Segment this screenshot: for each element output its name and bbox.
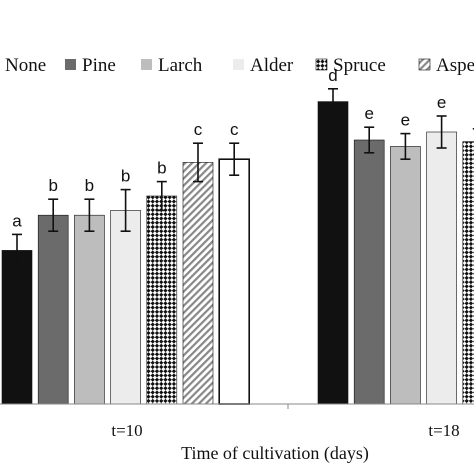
bar-pine-t=10 [37,214,69,405]
bar-alder-t=18 [426,131,457,405]
error-bar [12,233,22,268]
bar-larch-t=18 [390,146,421,405]
error-bar [436,115,447,149]
legend-label-pine: Pine [82,55,116,76]
bar-spruce-t=18 [462,141,474,405]
error-bar [84,198,95,232]
bar-pine-t=18 [353,139,385,405]
legend-label-larch: Larch [158,55,203,76]
error-bar [193,142,203,183]
legend-label-alder: Alder [250,55,294,76]
significance-letter: e [401,111,410,130]
error-bar [120,188,131,232]
bar-aspen-t=10 [182,162,214,405]
bar-series-6-t=10 [218,158,250,405]
error-bar [229,142,240,176]
error-bar [156,180,167,212]
bar-none-t=10 [1,250,33,405]
x-tick-label: t=10 [111,421,142,440]
significance-letter: b [121,167,130,186]
bar-larch-t=10 [74,214,105,405]
legend-label-none: None [5,55,46,76]
significance-letter: b [157,159,166,178]
significance-letter: e [437,93,446,112]
legend-swatch-aspen [418,58,431,71]
error-bar [48,198,59,232]
legend-swatch-alder [233,59,244,70]
significance-letter: b [85,176,94,195]
x-axis-title: Time of cultivation (days) [181,443,369,464]
legend: None Pine Larch Alder Spruce Aspen [5,55,474,76]
legend-swatch-spruce [315,58,328,71]
error-bar [364,126,375,154]
bar-spruce-t=10 [146,195,178,405]
significance-letter: a [12,211,22,230]
x-tick-label: t=18 [428,421,459,440]
significance-letter: c [194,120,203,139]
bars: a b b b b c c d e e e [1,66,474,405]
legend-label-spruce: Spruce [333,55,386,76]
error-bar [400,132,411,160]
legend-label-aspen: Aspen [436,55,474,76]
bar-none-t=18 [317,101,349,405]
bar-alder-t=10 [110,210,141,405]
x-axis: t=10 t=18 Time of cultivation (days) [0,403,474,464]
significance-letter: d [328,66,337,85]
significance-letter: c [230,120,239,139]
significance-letter: b [48,176,57,195]
significance-letter: e [364,104,373,123]
legend-swatch-pine [65,59,76,70]
legend-swatch-larch [141,59,152,70]
error-bar [328,88,338,116]
